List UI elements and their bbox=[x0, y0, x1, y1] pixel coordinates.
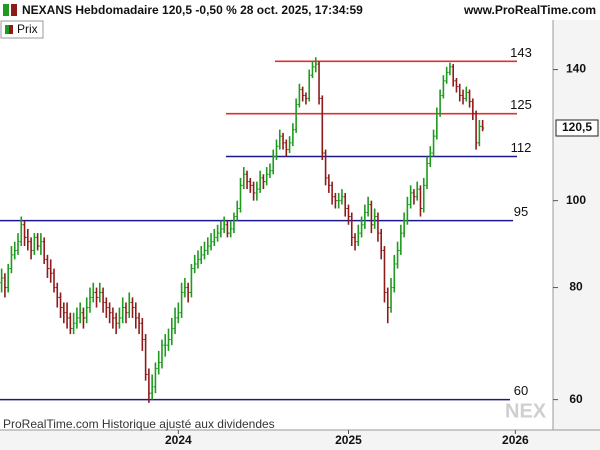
y-tick-label: 100 bbox=[566, 193, 586, 207]
x-tick-label: 2025 bbox=[335, 433, 362, 447]
level-label: 125 bbox=[510, 97, 532, 112]
footer: ProRealTime.com Historique ajusté aux di… bbox=[3, 417, 275, 431]
level-label: 95 bbox=[514, 204, 528, 219]
chart-title: NEXANS Hebdomadaire 120,5 -0,50 % 28 oct… bbox=[22, 3, 363, 17]
y-axis-panel bbox=[553, 20, 600, 430]
watermark: NEX bbox=[505, 400, 547, 422]
legend-label: Prix bbox=[17, 22, 38, 36]
source: www.ProRealTime.com bbox=[463, 3, 596, 17]
level-label: 60 bbox=[514, 383, 528, 398]
title-icon bbox=[11, 4, 17, 16]
legend-icon bbox=[9, 25, 13, 34]
price-badge-label: 120,5 bbox=[562, 120, 592, 134]
price-badge bbox=[555, 119, 599, 137]
x-tick-label: 2024 bbox=[165, 433, 192, 447]
y-tick-label: 60 bbox=[569, 392, 583, 406]
x-tick-label: 2026 bbox=[502, 433, 529, 447]
legend-icon bbox=[5, 25, 9, 34]
title-icon bbox=[3, 4, 9, 16]
y-tick-label: 80 bbox=[569, 280, 583, 294]
x-axis-panel bbox=[0, 430, 600, 450]
legend: Prix bbox=[0, 20, 44, 39]
level-label: 143 bbox=[510, 45, 532, 60]
y-tick-label: 140 bbox=[566, 62, 586, 76]
level-label: 112 bbox=[511, 140, 532, 155]
